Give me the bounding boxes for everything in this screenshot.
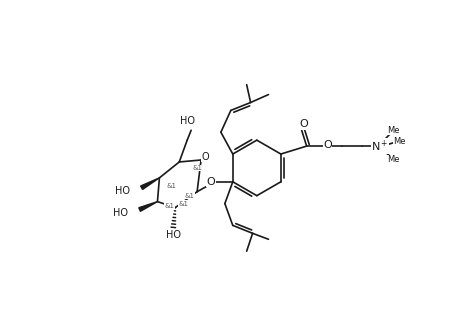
Polygon shape <box>139 202 158 211</box>
Text: HO: HO <box>115 186 130 196</box>
Text: O: O <box>201 152 209 162</box>
Text: N$^+$: N$^+$ <box>371 138 389 154</box>
Text: O: O <box>323 140 332 150</box>
Text: &1: &1 <box>166 183 177 189</box>
Text: HO: HO <box>180 116 194 126</box>
Text: Me: Me <box>394 137 406 146</box>
Text: &1: &1 <box>164 203 174 209</box>
Text: Me: Me <box>388 155 400 165</box>
Text: &1: &1 <box>184 193 194 199</box>
Text: HO: HO <box>113 208 128 217</box>
Polygon shape <box>141 178 160 190</box>
Text: O: O <box>207 177 215 187</box>
Text: HO: HO <box>166 230 181 240</box>
Text: Me: Me <box>388 126 400 135</box>
Text: &1: &1 <box>178 201 188 207</box>
Text: &1: &1 <box>192 165 202 171</box>
Text: O: O <box>299 119 308 129</box>
